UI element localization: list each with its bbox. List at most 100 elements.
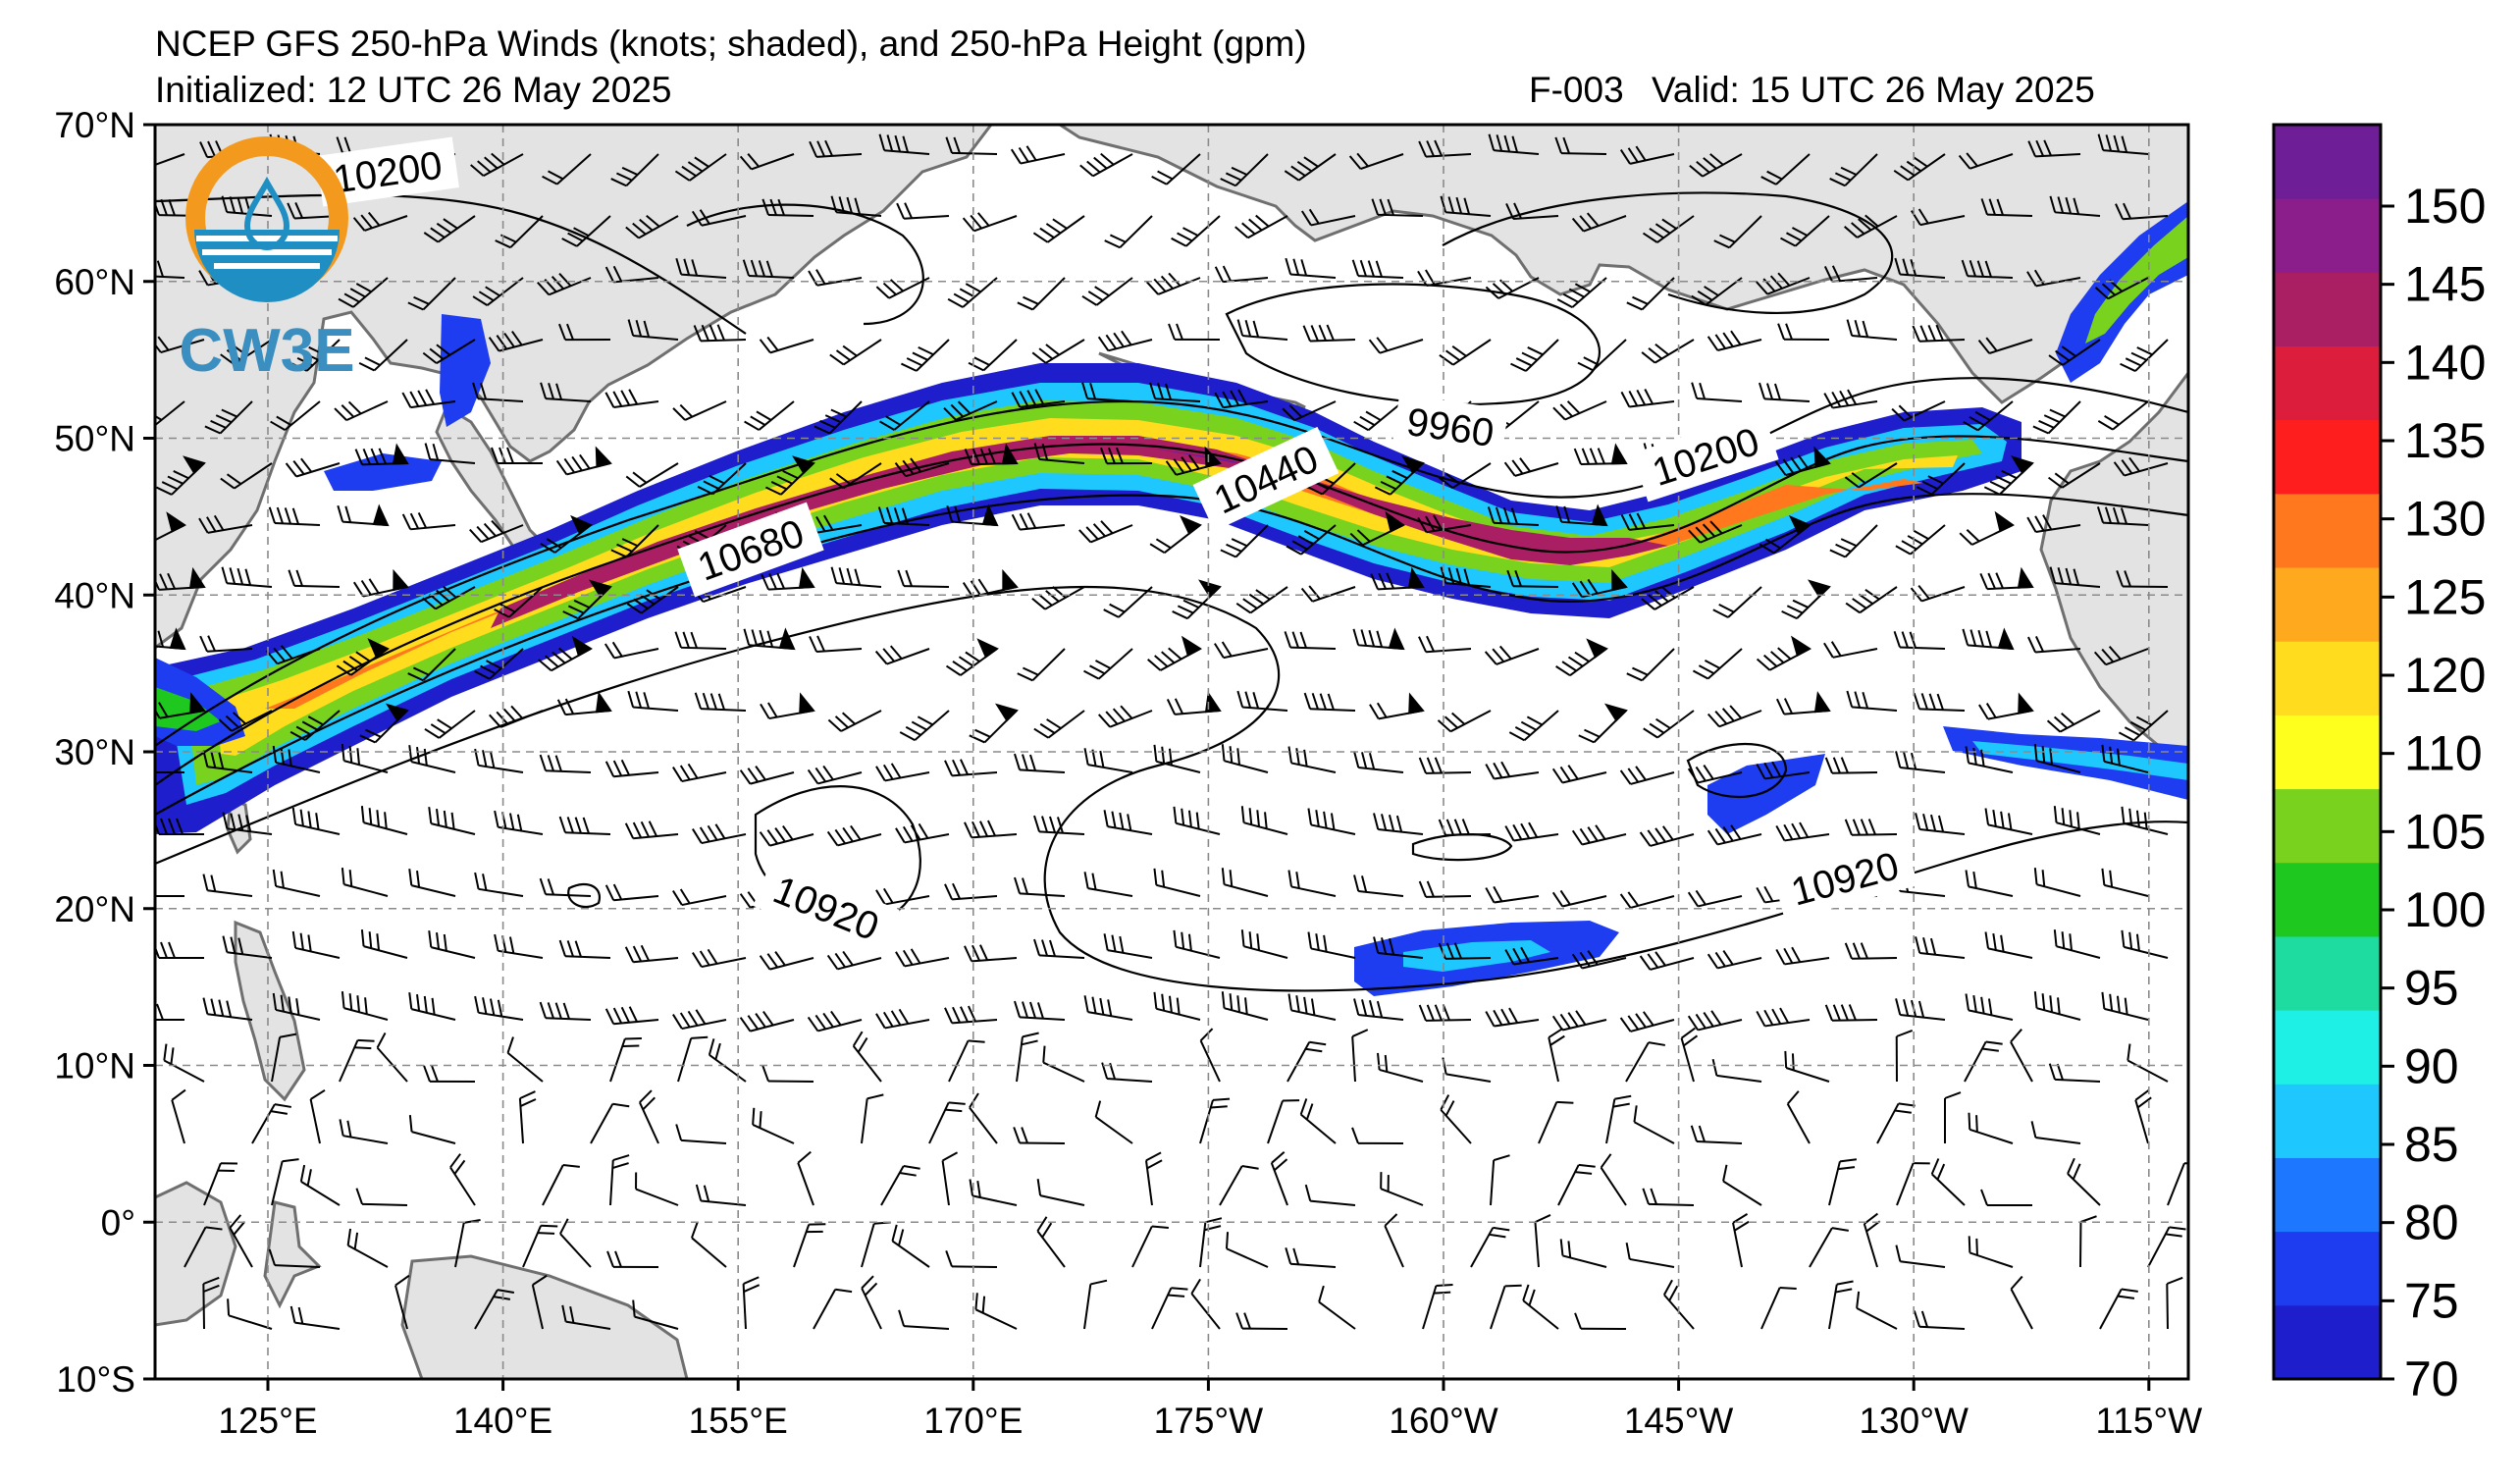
wind-barb: [1380, 1172, 1424, 1206]
wind-barb: [1032, 215, 1085, 243]
wind-barb: [2126, 1043, 2169, 1083]
wind-barb: [352, 211, 408, 232]
wind-barb: [341, 991, 389, 1021]
wind-barb: [1732, 1213, 1750, 1268]
lat-tick-label: 0°: [101, 1202, 135, 1243]
wind-barb: [829, 339, 882, 366]
wind-barb: [1760, 1286, 1797, 1330]
wind-barb: [1895, 524, 1946, 556]
wind-barb: [761, 566, 815, 591]
contour-10200-main: [155, 377, 2188, 747]
wind-barb: [1620, 512, 1675, 531]
wind-barb: [1573, 443, 1628, 465]
wind-barb: [2116, 570, 2169, 588]
wind-barb: [1962, 627, 2015, 651]
wind-barb: [1620, 389, 1675, 408]
lon-tick-label: 145°W: [1624, 1401, 1734, 1441]
wind-barb: [562, 579, 612, 620]
wind-barb: [1303, 692, 1356, 712]
wind-barb: [1775, 946, 1830, 966]
wind-barb: [1548, 1027, 1565, 1083]
wind-barb: [474, 872, 524, 897]
wind-barb: [1220, 153, 1269, 187]
wind-barb: [1896, 1162, 1930, 1206]
wind-barb: [604, 1006, 659, 1026]
wind-barb: [1270, 1150, 1288, 1206]
wind-barb: [360, 806, 408, 835]
wind-barb: [1144, 1151, 1163, 1206]
wind-barb: [271, 1033, 297, 1083]
wind-barb: [1083, 648, 1133, 680]
wind-barb: [895, 822, 950, 844]
wind-barb: [155, 895, 184, 897]
wind-barb: [540, 382, 592, 402]
wind-barb: [424, 443, 476, 464]
wind-barb: [488, 331, 544, 352]
wind-barb: [204, 400, 253, 435]
wind-barb: [1503, 457, 1559, 477]
wind-barb: [1559, 1239, 1607, 1268]
wind-barb: [423, 215, 476, 243]
wind-barb: [590, 1102, 630, 1144]
wind-barb: [1078, 520, 1133, 544]
wind-barb: [1353, 998, 1404, 1021]
wind-barb: [878, 133, 930, 155]
wind-barb: [2026, 514, 2081, 533]
wind-barb: [518, 1090, 537, 1144]
wind-barb: [218, 710, 273, 732]
wind-barb: [407, 648, 456, 682]
wind-barb: [899, 710, 950, 742]
wind-barb: [1285, 257, 1337, 279]
jet-arm-pacific-northwest-core: [2085, 216, 2188, 344]
colorbar-swatch: [2274, 1304, 2381, 1380]
wind-barb: [1300, 585, 1356, 603]
wind-barb: [1103, 933, 1153, 959]
wind-barb: [2049, 566, 2101, 588]
wind-barb: [1959, 510, 2015, 546]
colorbar-tick-label: 130: [2404, 492, 2486, 547]
lon-tick-label: 170°E: [923, 1401, 1023, 1441]
lat-tick-label: 10°S: [56, 1359, 135, 1400]
wind-barb: [739, 153, 795, 171]
colorbar-tick-label: 140: [2404, 335, 2486, 390]
wind-barb: [829, 462, 882, 490]
wind-barb: [752, 1107, 795, 1144]
wind-barb: [474, 648, 524, 680]
wind-barb: [1349, 510, 1405, 547]
colorbar-tick-label: 90: [2404, 1038, 2459, 1093]
colorbar-swatch: [2274, 1231, 2381, 1306]
wind-barb: [1915, 936, 1966, 959]
wind-barb: [1978, 692, 2034, 720]
wind-barb: [1633, 1105, 1675, 1144]
colorbar-tick-label: 80: [2404, 1195, 2459, 1250]
wind-barb: [1845, 586, 1898, 614]
wind-barb: [1522, 1284, 1559, 1330]
wind-barb: [539, 754, 592, 773]
wind-barb: [606, 1250, 659, 1268]
jet-streak-okhotsk: [440, 314, 491, 427]
wind-barb: [163, 1043, 205, 1083]
wind-barb: [1199, 1097, 1231, 1144]
wind-barb: [1574, 1312, 1627, 1330]
wind-barb: [346, 1228, 389, 1268]
wind-barb: [1439, 462, 1492, 489]
lon-tick-label: 160°W: [1389, 1401, 1498, 1441]
colorbar-tick-label: 135: [2404, 413, 2486, 468]
wind-barb: [694, 692, 747, 712]
wind-barb: [2099, 1288, 2138, 1330]
land-new-guinea: [400, 1254, 689, 1379]
wind-barb: [355, 1188, 408, 1206]
wind-barb: [2027, 635, 2081, 654]
wind-barb: [539, 877, 592, 897]
wind-barb: [229, 1214, 253, 1268]
wind-barb: [1625, 1242, 1675, 1268]
wind-barb: [830, 195, 882, 217]
wind-barb: [627, 690, 679, 712]
colorbar-swatch: [2274, 272, 2381, 347]
wind-barb: [1965, 746, 2014, 773]
wind-barb: [1571, 950, 1627, 970]
wind-barb: [895, 948, 950, 968]
wind-barb: [692, 823, 747, 845]
wind-barb: [1353, 751, 1404, 773]
wind-barb: [1577, 339, 1627, 372]
